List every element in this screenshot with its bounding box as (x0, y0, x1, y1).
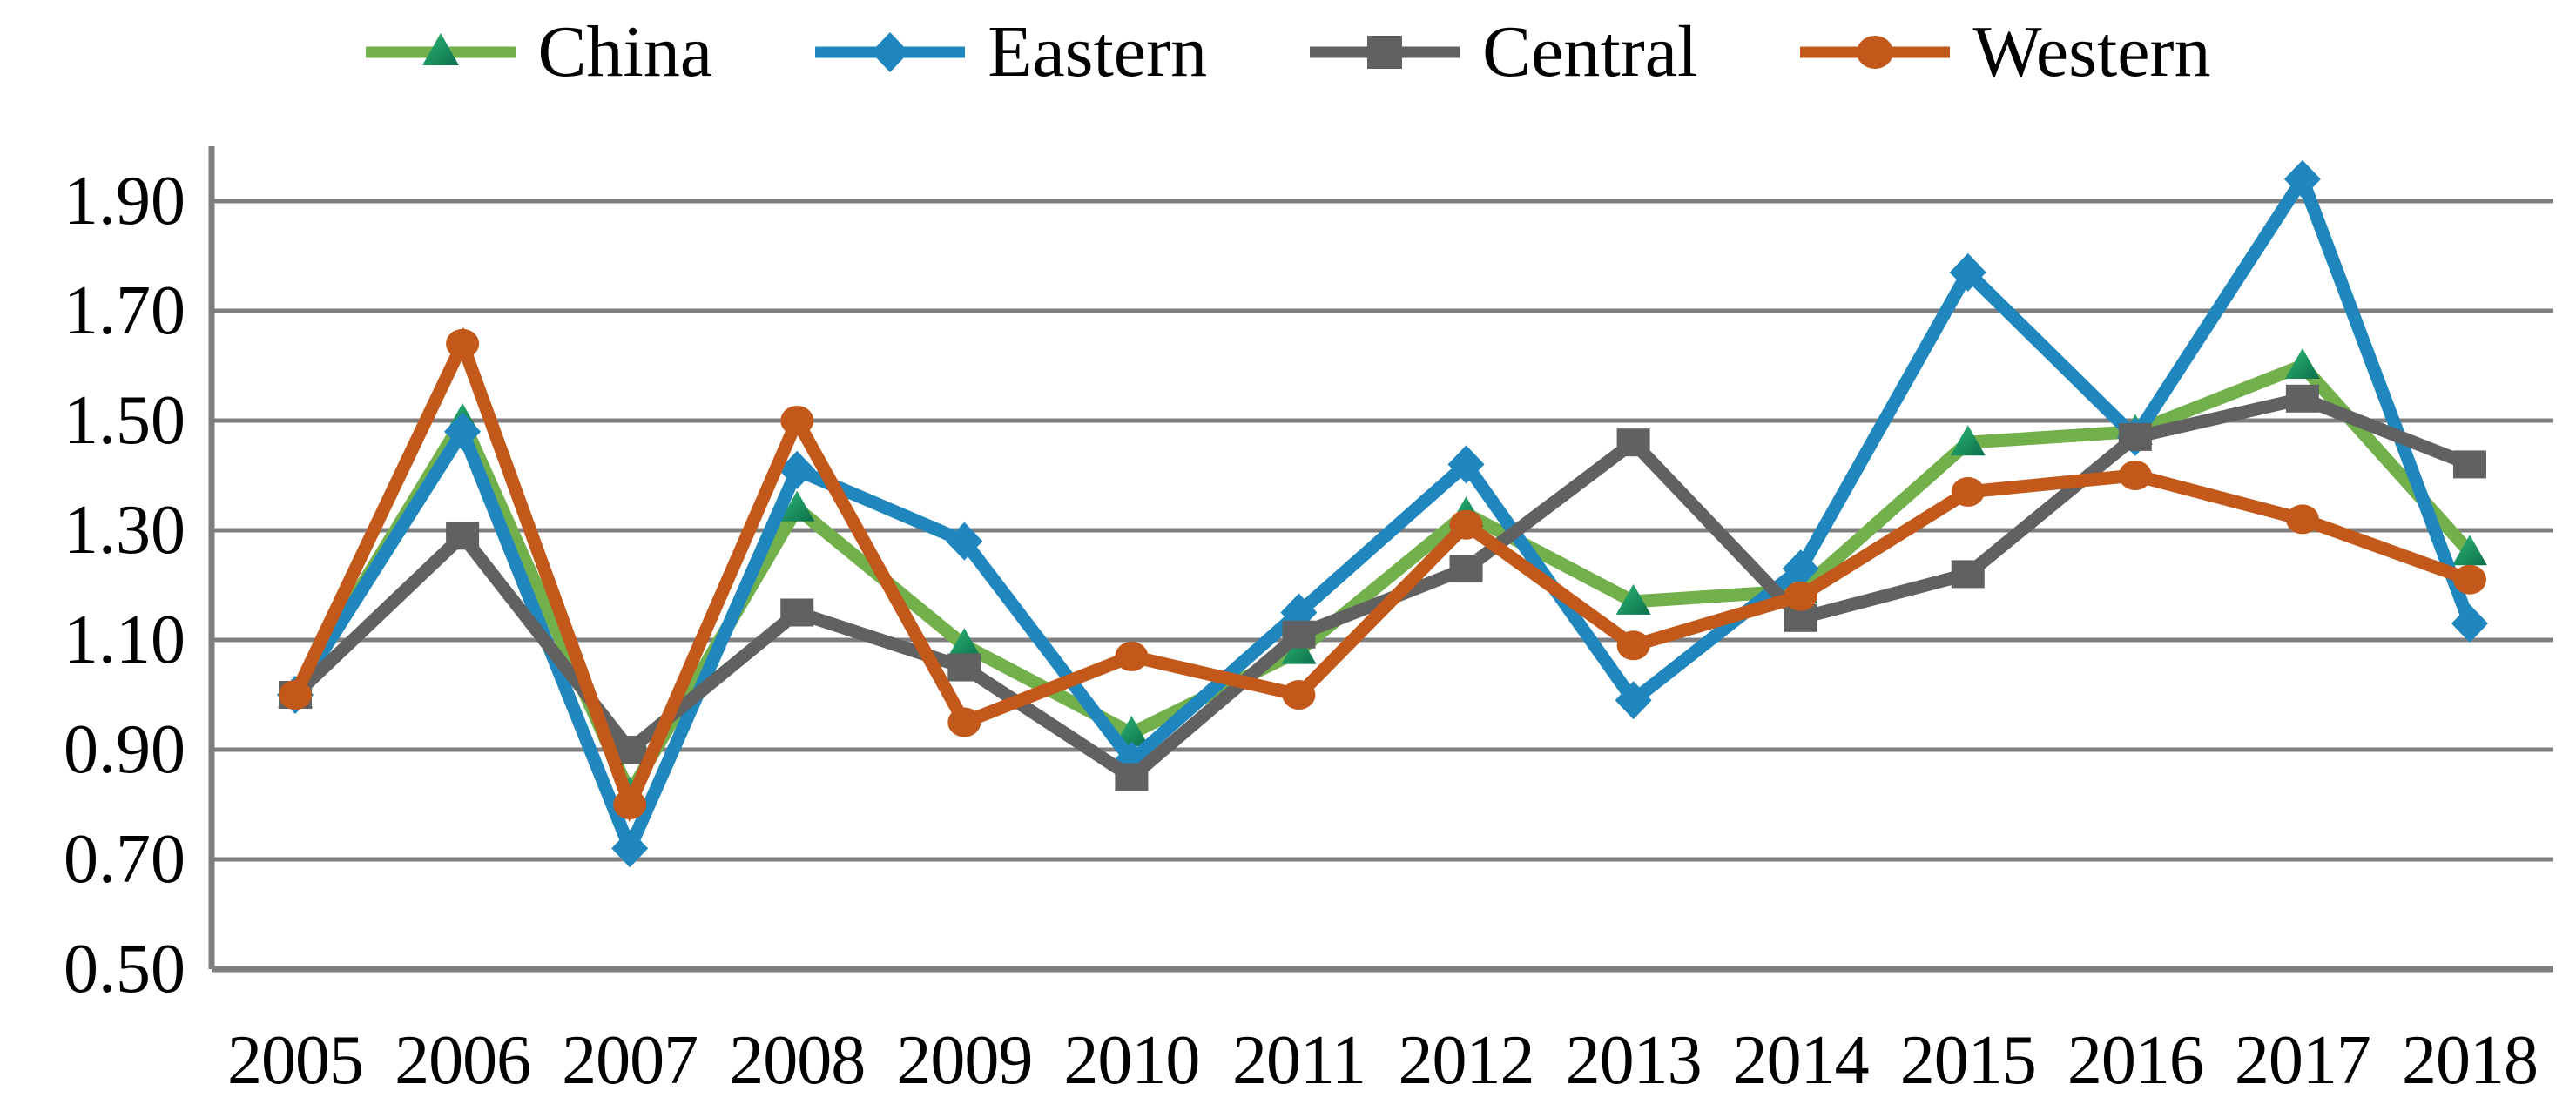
data-point-circle (1449, 509, 1483, 540)
series-eastern (277, 159, 2488, 868)
legend-item-china: China (365, 11, 713, 92)
data-point-circle (1115, 641, 1149, 671)
data-point-square (446, 522, 480, 550)
y-tick-label: 0.70 (64, 821, 185, 898)
y-tick-label: 1.50 (64, 382, 185, 459)
data-point-circle (2452, 564, 2486, 595)
square-marker-icon (1310, 36, 1460, 69)
data-point-square (780, 598, 814, 627)
x-tick-label: 2013 (1565, 1022, 1703, 1099)
legend-label: Eastern (988, 11, 1208, 92)
data-point-diamond (611, 829, 649, 868)
data-point-square (2118, 422, 2152, 451)
data-point-square (1616, 428, 1650, 457)
data-point-square (947, 653, 981, 682)
data-point-circle (2285, 504, 2319, 535)
series-line (289, 165, 2476, 865)
legend-item-central: Central (1310, 16, 1697, 89)
x-tick-label: 2005 (227, 1022, 364, 1099)
data-point-diamond (1782, 549, 1819, 589)
x-tick-label: 2014 (1732, 1022, 1870, 1099)
x-tick-label: 2018 (2401, 1022, 2539, 1099)
data-point-circle (446, 328, 480, 359)
x-tick-label: 2017 (2234, 1022, 2371, 1099)
data-point-triangle (1950, 425, 1986, 456)
x-tick-label: 2007 (562, 1022, 698, 1099)
legend-item-eastern: Eastern (815, 16, 1207, 89)
y-tick-label: 1.10 (64, 602, 185, 678)
x-tick-label: 2016 (2067, 1022, 2204, 1099)
data-point-diamond (946, 522, 983, 561)
x-tick-label: 2011 (1231, 1022, 1366, 1099)
data-point-diamond (2451, 604, 2488, 643)
y-tick-label: 0.50 (64, 931, 185, 1007)
data-point-diamond (1949, 252, 1986, 292)
data-point-triangle (2284, 348, 2320, 379)
data-point-square (1449, 555, 1483, 583)
x-tick-label: 2015 (1899, 1022, 2037, 1099)
legend-label: China (537, 11, 713, 92)
data-point-circle (1951, 476, 1985, 507)
data-point-circle (613, 790, 647, 819)
chart-legend: China Eastern Central Western (0, 9, 2576, 96)
data-point-square (2285, 384, 2319, 413)
data-point-triangle (779, 490, 815, 522)
legend-item-western: Western (1800, 16, 2210, 89)
data-point-triangle (1615, 583, 1651, 615)
series-western (279, 327, 2486, 823)
diamond-marker-icon (815, 32, 966, 72)
series-line (289, 327, 2472, 823)
data-point-diamond (2283, 159, 2321, 199)
y-tick-label: 1.70 (64, 273, 185, 349)
data-point-triangle (1281, 633, 1317, 664)
data-point-square (1951, 560, 1985, 589)
data-point-square (1282, 620, 1316, 649)
data-point-circle (279, 680, 313, 710)
data-point-circle (947, 707, 981, 737)
x-tick-label: 2008 (729, 1022, 866, 1099)
data-point-circle (1784, 581, 1817, 611)
data-point-diamond (444, 412, 482, 451)
y-tick-label: 1.30 (64, 492, 185, 569)
y-tick-label: 0.90 (64, 711, 185, 788)
x-tick-label: 2010 (1063, 1022, 1200, 1099)
data-point-square (2452, 450, 2486, 479)
legend-label: Western (1972, 11, 2211, 92)
data-point-diamond (1615, 681, 1652, 720)
data-point-square (1115, 763, 1149, 791)
circle-marker-icon (1800, 36, 1951, 69)
data-point-circle (1282, 680, 1316, 710)
data-point-triangle (2451, 535, 2487, 566)
y-tick-label: 1.90 (64, 163, 185, 239)
x-tick-label: 2009 (896, 1022, 1033, 1099)
x-tick-label: 2012 (1398, 1022, 1535, 1099)
triangle-marker-icon (365, 33, 516, 65)
data-point-diamond (779, 450, 816, 489)
data-point-triangle (947, 628, 982, 659)
data-point-circle (780, 406, 814, 435)
data-point-diamond (1447, 445, 1485, 484)
x-tick-label: 2006 (394, 1022, 531, 1099)
data-point-circle (1616, 630, 1650, 661)
data-point-circle (2118, 461, 2152, 490)
legend-label: Central (1482, 11, 1698, 92)
